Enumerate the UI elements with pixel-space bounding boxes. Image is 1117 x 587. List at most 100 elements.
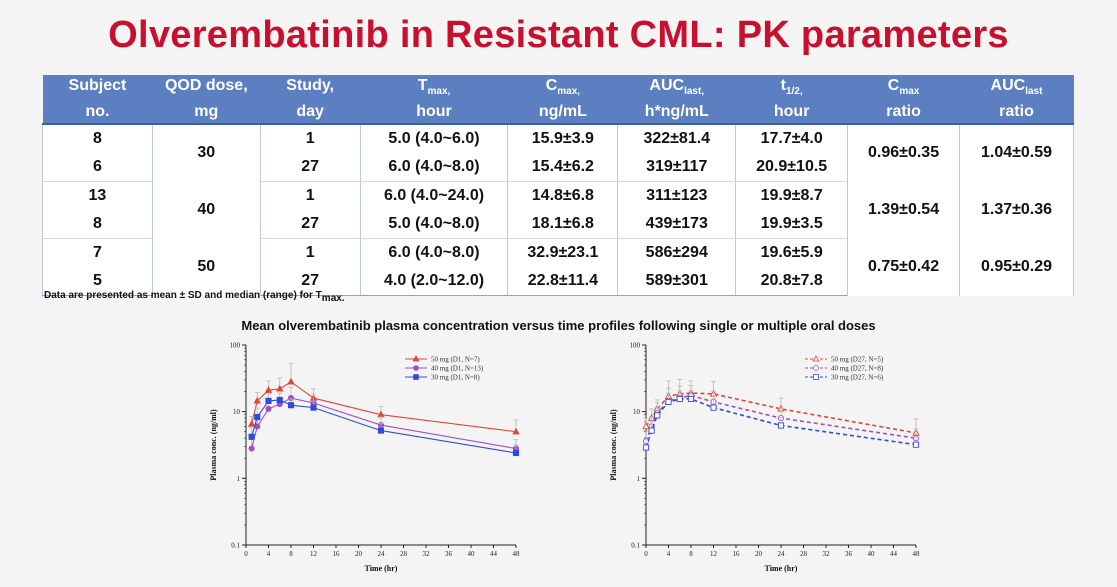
cell-dose: 30 <box>151 124 261 182</box>
x-tick-label: 20 <box>355 550 363 558</box>
table-row: 5 27 4.0 (2.0~12.0) 22.8±11.4 589±301 20.8±7.… <box>42 267 1074 296</box>
legend-entry: 40 mg (D1, N=13) <box>405 365 484 373</box>
x-tick-label: 28 <box>800 550 808 558</box>
column-header-subscript: max, <box>427 86 451 98</box>
cell-tmax: 4.0 (2.0~12.0) <box>359 267 509 296</box>
cell-subject: 13 <box>42 181 153 210</box>
cell-day: 27 <box>259 267 361 296</box>
column-header: t1/2, hour <box>735 75 848 125</box>
data-point <box>253 396 262 404</box>
cell-cmax: 22.8±11.4 <box>507 267 619 296</box>
data-point <box>276 396 283 403</box>
data-point <box>265 397 272 404</box>
column-header-subscript: last, <box>684 86 705 98</box>
data-point <box>710 404 717 411</box>
column-header-subscript: max <box>899 86 920 98</box>
column-header-line1: t <box>780 76 786 94</box>
series-2 <box>248 392 520 457</box>
cell-day: 1 <box>259 181 361 210</box>
x-tick-label: 40 <box>868 550 876 558</box>
x-tick-label: 36 <box>845 550 853 558</box>
cell-cmax-ratio: 1.39±0.54 <box>847 181 961 239</box>
y-tick-label: 10 <box>633 408 641 416</box>
column-header-line1: Subject <box>68 76 127 94</box>
x-tick-label: 36 <box>445 550 453 558</box>
cell-day: 27 <box>259 153 361 182</box>
series-1 <box>642 385 920 445</box>
cell-cmax: 32.9±23.1 <box>507 238 619 267</box>
footnote-text: Data are presented as mean ± SD and medi… <box>44 290 322 301</box>
x-tick-label: 48 <box>513 550 521 558</box>
x-tick-label: 16 <box>333 550 341 558</box>
cell-auc-ratio: 0.95±0.29 <box>959 238 1074 296</box>
table-footnote: Data are presented as mean ± SD and medi… <box>44 290 345 304</box>
y-tick-label: 0.1 <box>231 542 240 550</box>
legend-label: 40 mg (D27, N=8) <box>831 365 884 373</box>
column-header: Cmax, ng/mL <box>507 75 618 125</box>
column-header-line1: AUC <box>649 76 685 94</box>
column-header: Tmax, hour <box>360 75 508 125</box>
cell-cmax: 18.1±6.8 <box>507 210 619 239</box>
cell-t-half: 17.7±4.0 <box>735 124 849 153</box>
legend-label: 40 mg (D1, N=13) <box>431 365 484 373</box>
figure-title: Mean olverembatinib plasma concentration… <box>241 318 876 333</box>
column-header-line2: no. <box>85 103 110 121</box>
x-tick-label: 12 <box>310 550 318 558</box>
data-point <box>247 420 256 427</box>
column-header-line1: Study, <box>286 76 334 94</box>
column-header-line2: ratio <box>886 103 921 121</box>
cell-tmax: 6.0 (4.0~24.0) <box>359 181 509 210</box>
data-point <box>665 398 672 405</box>
y-tick-label: 100 <box>230 342 241 350</box>
column-header-line2: h*ng/mL <box>644 103 709 121</box>
data-point <box>512 449 520 457</box>
data-point <box>377 427 385 434</box>
x-tick-label: 44 <box>490 550 498 558</box>
data-point <box>248 433 255 440</box>
legend-entry: 50 mg (D27, N=5) <box>805 355 884 364</box>
legend-marker <box>812 355 820 362</box>
data-point <box>648 427 655 434</box>
cell-t-half: 19.6±5.9 <box>735 238 849 267</box>
data-point <box>254 414 261 421</box>
cell-auc: 322±81.4 <box>617 124 737 153</box>
x-tick-label: 32 <box>823 550 831 558</box>
x-tick-label: 8 <box>689 550 693 558</box>
table-row: 8 30 1 5.0 (4.0~6.0) 15.9±3.9 322±81.4 17.7±4.… <box>42 124 1074 182</box>
column-header-line2: day <box>296 103 324 121</box>
column-header-line2: ratio <box>999 103 1034 121</box>
data-point <box>275 384 284 392</box>
column-header: AUClast ratio <box>959 75 1074 125</box>
cell-auc: 319±117 <box>617 153 737 182</box>
data-point <box>687 395 695 403</box>
data-point <box>264 386 273 393</box>
cell-tmax: 5.0 (4.0~6.0) <box>359 124 509 153</box>
x-tick-label: 4 <box>267 550 271 558</box>
cell-subject: 5 <box>42 267 153 296</box>
series-1 <box>248 387 520 452</box>
cell-subject: 8 <box>42 124 153 153</box>
chart-single-dose: 0.1 1 10 100 0 4 8 12 16 20 24 28 32 36 40 44 48 Time (hr… <box>200 337 560 582</box>
x-tick-label: 24 <box>778 550 786 558</box>
x-tick-label: 0 <box>644 550 648 558</box>
cell-auc: 311±123 <box>617 181 737 210</box>
y-axis-label: Plasma conc. (ng/ml) <box>209 409 218 481</box>
table-row: 8 27 5.0 (4.0~8.0) 18.1±6.8 439±173 19.9±3.5 <box>42 210 1074 239</box>
legend-marker <box>813 365 819 371</box>
table-header-row: Subject no. QOD dose, mg Study, day Tmax, hour C… <box>42 75 1074 125</box>
cell-cmax-ratio: 0.75±0.42 <box>847 238 961 296</box>
data-point <box>642 444 650 451</box>
column-header-line2: hour <box>416 103 452 121</box>
legend-entry: 30 mg (D27, N=6) <box>805 374 884 382</box>
column-header: Subject no. <box>42 75 153 125</box>
column-header-line2: hour <box>773 103 810 121</box>
table-row: 7 50 1 6.0 (4.0~8.0) 32.9±23.1 586±294 19.6±5.… <box>42 238 1074 296</box>
y-tick-label: 0.1 <box>631 542 640 550</box>
column-header-line1: T <box>417 76 428 94</box>
y-tick-label: 1 <box>237 475 241 483</box>
table-row: 13 40 1 6.0 (4.0~24.0) 14.8±6.8 311±123 19.9±8… <box>42 181 1074 239</box>
column-header-subscript: last <box>1025 86 1043 98</box>
cell-t-half: 19.9±3.5 <box>735 210 849 239</box>
x-tick-label: 0 <box>244 550 248 558</box>
